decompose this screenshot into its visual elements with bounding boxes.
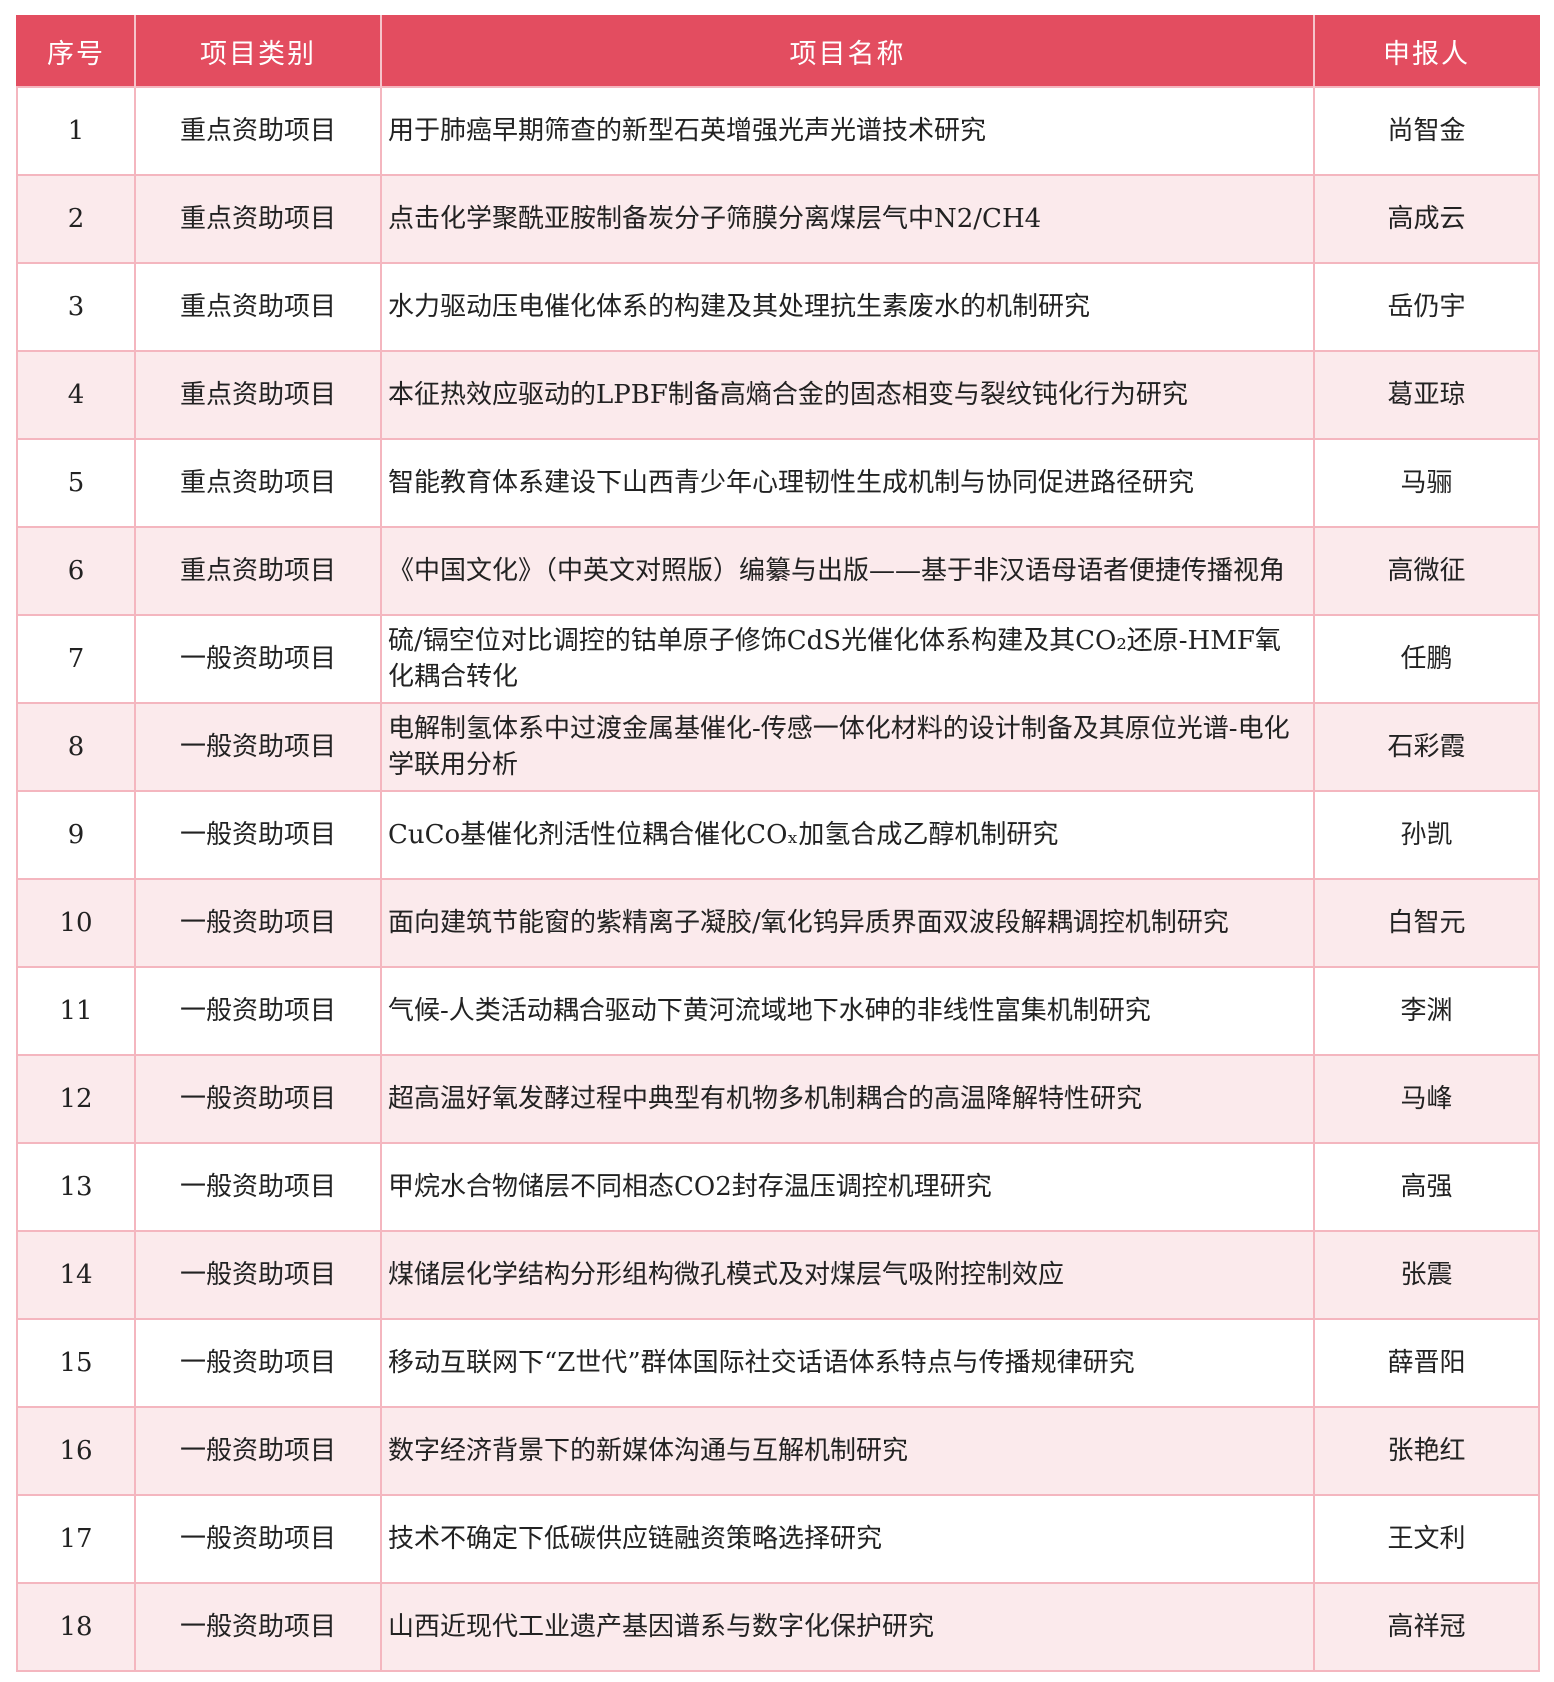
applicant-cell: 孙凯 — [1313, 790, 1540, 880]
table-row: 1 重点资助项目 用于肺癌早期筛查的新型石英增强光声光谱技术研究 尚智金 — [16, 86, 1540, 176]
category-cell: 一般资助项目 — [134, 1230, 382, 1320]
project-name-cell: 面向建筑节能窗的紫精离子凝胶/氧化钨异质界面双波段解耦调控机制研究 — [380, 878, 1315, 968]
category-cell: 一般资助项目 — [134, 1494, 382, 1584]
serial-cell: 4 — [16, 350, 136, 440]
applicant-cell: 张艳红 — [1313, 1406, 1540, 1496]
table-row: 12 一般资助项目 超高温好氧发酵过程中典型有机物多机制耦合的高温降解特性研究 马峰 — [16, 1054, 1540, 1144]
serial-cell: 13 — [16, 1142, 136, 1232]
category-cell: 重点资助项目 — [134, 526, 382, 616]
applicant-cell: 白智元 — [1313, 878, 1540, 968]
project-name-cell: 点击化学聚酰亚胺制备炭分子筛膜分离煤层气中N2/CH4 — [380, 174, 1315, 264]
category-cell: 一般资助项目 — [134, 1582, 382, 1672]
serial-cell: 1 — [16, 86, 136, 176]
serial-cell: 2 — [16, 174, 136, 264]
applicant-cell: 石彩霞 — [1313, 702, 1540, 792]
category-cell: 一般资助项目 — [134, 614, 382, 704]
table-row: 9 一般资助项目 CuCo基催化剂活性位耦合催化COₓ加氢合成乙醇机制研究 孙凯 — [16, 790, 1540, 880]
applicant-cell: 尚智金 — [1313, 86, 1540, 176]
project-table: 序号 项目类别 项目名称 申报人 1 重点资助项目 用于肺癌早期筛查的新型石英增强光… — [16, 15, 1540, 1672]
project-name-cell: 智能教育体系建设下山西青少年心理韧性生成机制与协同促进路径研究 — [380, 438, 1315, 528]
project-name-cell: 电解制氢体系中过渡金属基催化-传感一体化材料的设计制备及其原位光谱-电化学联用分… — [380, 702, 1315, 792]
category-cell: 一般资助项目 — [134, 1318, 382, 1408]
project-name-cell: 水力驱动压电催化体系的构建及其处理抗生素废水的机制研究 — [380, 262, 1315, 352]
category-cell: 重点资助项目 — [134, 262, 382, 352]
table-row: 18 一般资助项目 山西近现代工业遗产基因谱系与数字化保护研究 高祥冠 — [16, 1582, 1540, 1672]
header-project-name: 项目名称 — [380, 16, 1314, 87]
applicant-cell: 王文利 — [1313, 1494, 1540, 1584]
project-name-cell: 甲烷水合物储层不同相态CO2封存温压调控机理研究 — [380, 1142, 1315, 1232]
applicant-cell: 高微征 — [1313, 526, 1540, 616]
project-name-cell: 硫/镉空位对比调控的钴单原子修饰CdS光催化体系构建及其CO₂还原-HMF氧化耦… — [380, 614, 1315, 704]
applicant-cell: 张震 — [1313, 1230, 1540, 1320]
serial-cell: 6 — [16, 526, 136, 616]
project-name-cell: CuCo基催化剂活性位耦合催化COₓ加氢合成乙醇机制研究 — [380, 790, 1315, 880]
project-name-cell: 移动互联网下“Z世代”群体国际社交话语体系特点与传播规律研究 — [380, 1318, 1315, 1408]
table-row: 2 重点资助项目 点击化学聚酰亚胺制备炭分子筛膜分离煤层气中N2/CH4 高成云 — [16, 174, 1540, 264]
table-row: 11 一般资助项目 气候-人类活动耦合驱动下黄河流域地下水砷的非线性富集机制研究 李渊 — [16, 966, 1540, 1056]
category-cell: 重点资助项目 — [134, 174, 382, 264]
header-applicant: 申报人 — [1313, 16, 1539, 87]
serial-cell: 18 — [16, 1582, 136, 1672]
table-row: 17 一般资助项目 技术不确定下低碳供应链融资策略选择研究 王文利 — [16, 1494, 1540, 1584]
applicant-cell: 高强 — [1313, 1142, 1540, 1232]
project-name-cell: 超高温好氧发酵过程中典型有机物多机制耦合的高温降解特性研究 — [380, 1054, 1315, 1144]
applicant-cell: 岳仍宇 — [1313, 262, 1540, 352]
category-cell: 一般资助项目 — [134, 878, 382, 968]
serial-cell: 16 — [16, 1406, 136, 1496]
applicant-cell: 马骊 — [1313, 438, 1540, 528]
applicant-cell: 高成云 — [1313, 174, 1540, 264]
project-name-cell: 技术不确定下低碳供应链融资策略选择研究 — [380, 1494, 1315, 1584]
category-cell: 重点资助项目 — [134, 438, 382, 528]
serial-cell: 11 — [16, 966, 136, 1056]
table-row: 10 一般资助项目 面向建筑节能窗的紫精离子凝胶/氧化钨异质界面双波段解耦调控机制研… — [16, 878, 1540, 968]
serial-cell: 15 — [16, 1318, 136, 1408]
serial-cell: 14 — [16, 1230, 136, 1320]
project-name-cell: 本征热效应驱动的LPBF制备高熵合金的固态相变与裂纹钝化行为研究 — [380, 350, 1315, 440]
table-row: 14 一般资助项目 煤储层化学结构分形组构微孔模式及对煤层气吸附控制效应 张震 — [16, 1230, 1540, 1320]
table-row: 13 一般资助项目 甲烷水合物储层不同相态CO2封存温压调控机理研究 高强 — [16, 1142, 1540, 1232]
category-cell: 一般资助项目 — [134, 966, 382, 1056]
applicant-cell: 薛晋阳 — [1313, 1318, 1540, 1408]
table-row: 5 重点资助项目 智能教育体系建设下山西青少年心理韧性生成机制与协同促进路径研究 马骊 — [16, 438, 1540, 528]
serial-cell: 8 — [16, 702, 136, 792]
category-cell: 一般资助项目 — [134, 790, 382, 880]
project-name-cell: 气候-人类活动耦合驱动下黄河流域地下水砷的非线性富集机制研究 — [380, 966, 1315, 1056]
category-cell: 重点资助项目 — [134, 86, 382, 176]
category-cell: 一般资助项目 — [134, 1054, 382, 1144]
table-row: 16 一般资助项目 数字经济背景下的新媒体沟通与互解机制研究 张艳红 — [16, 1406, 1540, 1496]
category-cell: 一般资助项目 — [134, 1406, 382, 1496]
project-name-cell: 用于肺癌早期筛查的新型石英增强光声光谱技术研究 — [380, 86, 1315, 176]
table-row: 6 重点资助项目 《中国文化》（中英文对照版）编纂与出版——基于非汉语母语者便捷传播… — [16, 526, 1540, 616]
project-name-cell: 山西近现代工业遗产基因谱系与数字化保护研究 — [380, 1582, 1315, 1672]
serial-cell: 7 — [16, 614, 136, 704]
serial-cell: 9 — [16, 790, 136, 880]
table-row: 4 重点资助项目 本征热效应驱动的LPBF制备高熵合金的固态相变与裂纹钝化行为研究葛… — [16, 350, 1540, 440]
table-row: 3 重点资助项目 水力驱动压电催化体系的构建及其处理抗生素废水的机制研究 岳仍宇 — [16, 262, 1540, 352]
applicant-cell: 葛亚琼 — [1313, 350, 1540, 440]
category-cell: 一般资助项目 — [134, 702, 382, 792]
category-cell: 一般资助项目 — [134, 1142, 382, 1232]
table-header-row: 序号 项目类别 项目名称 申报人 — [17, 16, 1539, 87]
serial-cell: 3 — [16, 262, 136, 352]
table-row: 8 一般资助项目 电解制氢体系中过渡金属基催化-传感一体化材料的设计制备及其原位光谱… — [16, 702, 1540, 792]
table-row: 15 一般资助项目 移动互联网下“Z世代”群体国际社交话语体系特点与传播规律研究 薛晋… — [16, 1318, 1540, 1408]
category-cell: 重点资助项目 — [134, 350, 382, 440]
applicant-cell: 任鹏 — [1313, 614, 1540, 704]
project-name-cell: 《中国文化》（中英文对照版）编纂与出版——基于非汉语母语者便捷传播视角 — [380, 526, 1315, 616]
project-name-cell: 煤储层化学结构分形组构微孔模式及对煤层气吸附控制效应 — [380, 1230, 1315, 1320]
applicant-cell: 高祥冠 — [1313, 1582, 1540, 1672]
serial-cell: 10 — [16, 878, 136, 968]
applicant-cell: 李渊 — [1313, 966, 1540, 1056]
project-name-cell: 数字经济背景下的新媒体沟通与互解机制研究 — [380, 1406, 1315, 1496]
header-category: 项目类别 — [134, 16, 381, 87]
table-row: 7 一般资助项目 硫/镉空位对比调控的钴单原子修饰CdS光催化体系构建及其CO₂还原… — [16, 614, 1540, 704]
serial-cell: 5 — [16, 438, 136, 528]
serial-cell: 12 — [16, 1054, 136, 1144]
serial-cell: 17 — [16, 1494, 136, 1584]
header-serial: 序号 — [17, 16, 135, 87]
applicant-cell: 马峰 — [1313, 1054, 1540, 1144]
